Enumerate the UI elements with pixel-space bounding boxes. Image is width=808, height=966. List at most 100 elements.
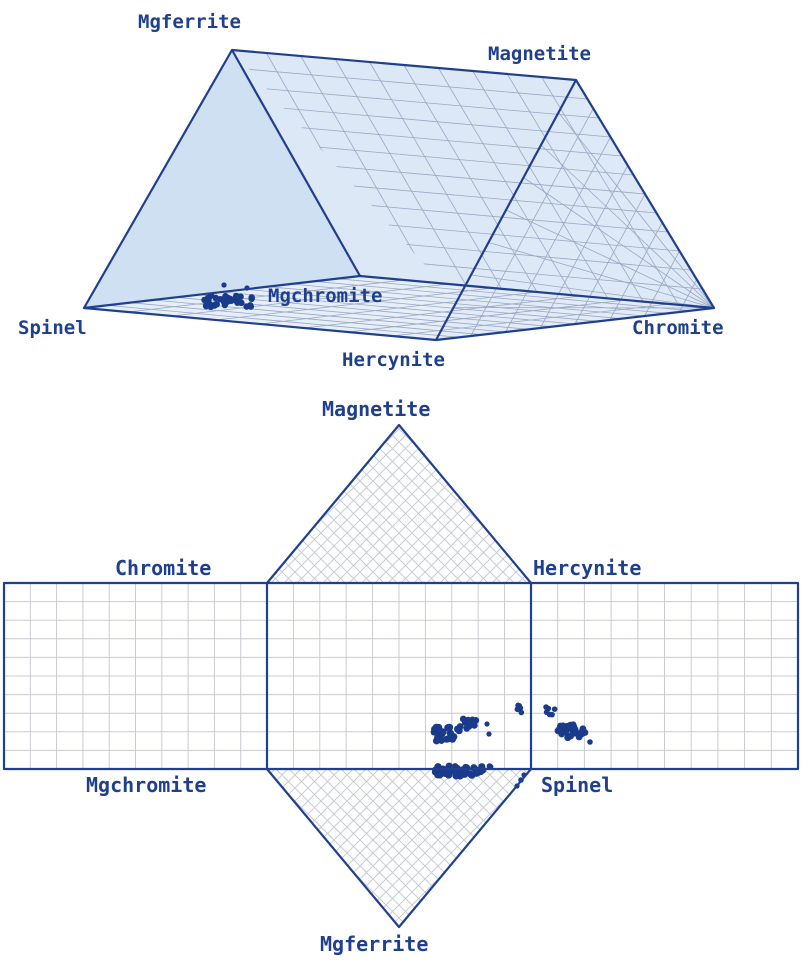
grid-line — [609, 222, 663, 321]
grid-line — [267, 425, 531, 583]
grid-line — [289, 425, 531, 583]
grid-line — [539, 165, 629, 329]
grid-line — [267, 425, 418, 583]
data-point — [564, 734, 572, 742]
grid-line — [253, 87, 600, 119]
data-point — [221, 282, 227, 288]
prism-3d-data-points — [201, 282, 255, 311]
grid-line — [171, 283, 449, 317]
label-net-mgferrite: Mgferrite — [320, 932, 428, 956]
grid-line — [276, 769, 531, 927]
grid-line — [267, 769, 531, 927]
grid-line — [242, 68, 588, 100]
prism-left-face — [84, 50, 360, 308]
grid-line — [315, 769, 531, 927]
grid-line — [267, 769, 431, 927]
grid-line — [267, 769, 531, 927]
grid-line — [341, 769, 531, 927]
label-net-hercynite: Hercynite — [533, 556, 641, 580]
net-right-panel-grid — [531, 583, 798, 769]
grid-line — [267, 769, 418, 927]
grid-line — [315, 425, 531, 583]
data-point — [486, 763, 493, 770]
data-point — [475, 768, 482, 775]
data-point — [248, 295, 255, 303]
grid-line — [341, 769, 531, 927]
grid-line — [267, 425, 531, 583]
data-point — [436, 727, 445, 735]
data-point — [486, 731, 492, 737]
grid-line — [432, 425, 531, 583]
data-point — [212, 294, 219, 302]
net-left-panel-grid — [4, 583, 267, 769]
grid-line — [267, 769, 470, 927]
grid-line — [267, 769, 509, 927]
grid-line — [432, 425, 531, 583]
data-point — [571, 729, 578, 737]
data-point — [561, 727, 569, 735]
grid-line — [315, 769, 531, 927]
grid-line — [267, 769, 531, 927]
grid-line — [267, 769, 531, 927]
grid-line — [295, 162, 646, 195]
data-point — [463, 724, 471, 732]
grid-line — [289, 769, 531, 927]
grid-line — [470, 108, 594, 337]
grid-line — [445, 425, 531, 583]
grid-line — [574, 193, 646, 325]
net-edges — [2, 423, 800, 929]
grid-line — [458, 425, 531, 583]
grid-line — [289, 769, 531, 927]
prism-3d-edges — [82, 48, 716, 342]
grid-line — [267, 769, 470, 927]
data-point — [212, 300, 220, 308]
grid-line — [267, 425, 531, 583]
grid-line — [267, 425, 470, 583]
grid-line — [678, 279, 698, 313]
grid-line — [267, 425, 531, 583]
label-3d-hercynite: Hercynite — [342, 349, 445, 371]
grid-line — [259, 291, 538, 325]
grid-line — [354, 769, 531, 927]
grid-line — [267, 769, 444, 927]
grid-line — [215, 287, 493, 321]
grid-line — [267, 425, 509, 583]
label-3d-magnetite: Magnetite — [488, 43, 591, 65]
label-3d-mgchromite: Mgchromite — [268, 285, 382, 307]
data-point — [518, 709, 525, 716]
data-point — [222, 297, 229, 304]
grid-line — [267, 769, 483, 927]
grid-line — [505, 136, 611, 333]
grid-line — [393, 769, 531, 927]
grid-line — [354, 769, 531, 927]
grid-line — [267, 425, 444, 583]
grid-line — [315, 425, 531, 583]
grid-line — [267, 425, 531, 583]
grid-line — [267, 425, 531, 583]
grid-line — [458, 769, 531, 927]
data-point — [434, 764, 442, 772]
grid-line — [445, 425, 531, 583]
grid-line — [267, 425, 340, 583]
data-point — [479, 763, 486, 770]
grid-line — [267, 425, 531, 583]
grid-line — [267, 769, 531, 927]
grid-line — [267, 769, 483, 927]
grid-line — [267, 425, 496, 583]
grid-line — [354, 425, 531, 583]
grid-line — [267, 769, 405, 927]
label-3d-spinel: Spinel — [18, 317, 87, 339]
grid-line — [267, 769, 340, 927]
grid-line — [267, 425, 392, 583]
grid-line — [267, 425, 353, 583]
grid-line — [267, 425, 366, 583]
grid-line — [393, 425, 531, 583]
grid-line — [267, 769, 353, 927]
grid-line — [267, 769, 531, 927]
grid-line — [302, 425, 531, 583]
grid-line — [367, 425, 531, 583]
data-point — [221, 301, 229, 309]
prism-3d-view: Mgferrite Magnetite Spinel Mgchromite He… — [18, 11, 724, 371]
grid-line — [267, 769, 457, 927]
